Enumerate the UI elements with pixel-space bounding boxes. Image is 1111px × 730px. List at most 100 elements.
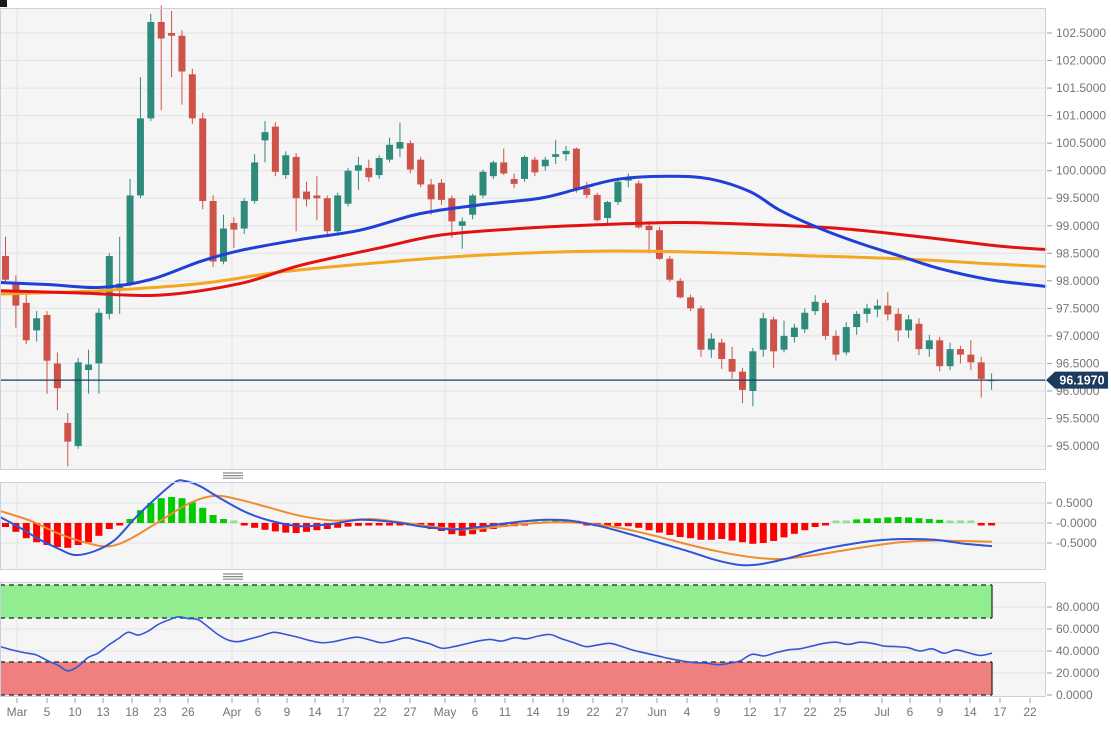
candle xyxy=(74,357,82,449)
macd-histogram-bar xyxy=(666,523,674,535)
candle xyxy=(406,140,414,174)
candle xyxy=(593,192,601,222)
candle xyxy=(53,352,61,411)
candle xyxy=(614,178,622,205)
time-axis-label: 11 xyxy=(499,705,512,719)
candle xyxy=(479,169,487,199)
macd-histogram-bar xyxy=(282,523,290,533)
price-axis-label: 95.5000 xyxy=(1056,412,1100,426)
macd-histogram-bar xyxy=(801,523,809,531)
candle xyxy=(2,236,9,282)
macd-histogram-bar xyxy=(780,523,788,538)
time-axis-label: Jul xyxy=(874,705,889,719)
macd-histogram-bar xyxy=(988,523,996,526)
macd-signal-line xyxy=(0,494,993,561)
macd-histogram-bar xyxy=(188,502,196,523)
price-pane[interactable] xyxy=(0,5,1047,470)
ma_mid_red-line xyxy=(0,220,1047,298)
pane-resize-handle[interactable] xyxy=(223,472,243,479)
macd-histogram-bar xyxy=(635,523,643,528)
time-axis-label: 6 xyxy=(255,705,262,719)
candle xyxy=(790,323,798,343)
time-axis-label: 6 xyxy=(472,705,479,719)
price-gridlines xyxy=(16,8,883,470)
time-axis-label: 13 xyxy=(96,705,110,719)
candle xyxy=(178,30,186,105)
macd-histogram-bar xyxy=(811,523,819,527)
macd-histogram-bar xyxy=(925,519,933,523)
macd-histogram-bar xyxy=(126,519,134,523)
macd-histogram-bar xyxy=(43,523,51,545)
macd-pane[interactable] xyxy=(0,479,1046,570)
macd-histogram-bar xyxy=(946,520,954,523)
candle xyxy=(853,311,861,335)
macd-histogram-bar xyxy=(354,523,362,526)
price-axis-label: 97.5000 xyxy=(1056,301,1100,315)
candle xyxy=(770,316,778,368)
macd-histogram-bar xyxy=(707,523,715,540)
macd-histogram-bar xyxy=(33,523,41,543)
candle xyxy=(925,334,933,357)
candle xyxy=(489,160,497,179)
candle xyxy=(676,278,684,299)
macd-histogram-bar xyxy=(2,523,9,527)
time-axis-label: Mar xyxy=(7,705,28,719)
macd-histogram-bar xyxy=(624,523,632,527)
candle xyxy=(905,314,913,339)
time-axis-label: 9 xyxy=(937,705,944,719)
macd-axis-label: 0.5000 xyxy=(1056,496,1093,510)
macd-histogram-bar xyxy=(95,523,103,536)
candle xyxy=(344,167,352,207)
candle xyxy=(884,291,892,321)
macd-histogram-bar xyxy=(199,507,207,523)
price-axis-label: 102.5000 xyxy=(1056,26,1106,40)
candle xyxy=(334,192,342,235)
macd-histogram-bar xyxy=(967,520,975,523)
macd-histogram-bar xyxy=(365,523,373,526)
time-axis-label: 27 xyxy=(615,705,629,719)
candle xyxy=(168,10,176,78)
candle xyxy=(863,303,871,323)
candle xyxy=(894,308,902,342)
candle xyxy=(562,145,570,161)
time-axis-label: Jun xyxy=(647,705,666,719)
macd-histogram-bar xyxy=(386,523,394,526)
macd-histogram-bar xyxy=(116,523,124,526)
candle xyxy=(147,13,155,122)
macd-histogram-bar xyxy=(375,523,383,526)
time-axis[interactable]: Mar 5 10 13 18 23 26 Apr 6 9 14 17 22 27 May 6 11 14 19 22 2… xyxy=(7,698,1037,719)
price-axis-label: 99.5000 xyxy=(1056,191,1100,205)
time-axis-label: 4 xyxy=(684,705,691,719)
candle xyxy=(645,221,653,254)
candle xyxy=(375,155,383,179)
macd-histogram-bar xyxy=(936,519,944,523)
candle xyxy=(251,154,259,204)
macd-histogram-bar xyxy=(687,523,695,539)
time-axis-label: 25 xyxy=(833,705,847,719)
candle xyxy=(386,137,394,163)
candle xyxy=(22,294,30,345)
candle xyxy=(655,226,663,260)
macd-histogram-bar xyxy=(500,523,508,527)
time-axis-label: 22 xyxy=(803,705,817,719)
candle xyxy=(313,176,321,221)
macd-histogram-bar xyxy=(977,523,985,526)
time-axis-label: 10 xyxy=(68,705,82,719)
candle xyxy=(718,338,726,369)
rsi-pane[interactable] xyxy=(0,582,1046,697)
candle xyxy=(811,295,819,315)
rsi-overbought-zone xyxy=(0,584,993,619)
time-axis-label: 9 xyxy=(284,705,291,719)
candle xyxy=(437,178,445,205)
price-axis-label: 96.5000 xyxy=(1056,356,1100,370)
macd-histogram-bar xyxy=(105,523,113,529)
candles-layer xyxy=(2,5,996,467)
macd-histogram-bar xyxy=(303,523,311,532)
time-axis-label: 17 xyxy=(773,705,787,719)
price-pane-bg xyxy=(0,8,1046,470)
macd-histogram-bar xyxy=(251,523,259,528)
macd-histogram-bar xyxy=(645,523,653,531)
candle xyxy=(822,299,830,340)
pane-resize-handle[interactable] xyxy=(223,573,243,580)
